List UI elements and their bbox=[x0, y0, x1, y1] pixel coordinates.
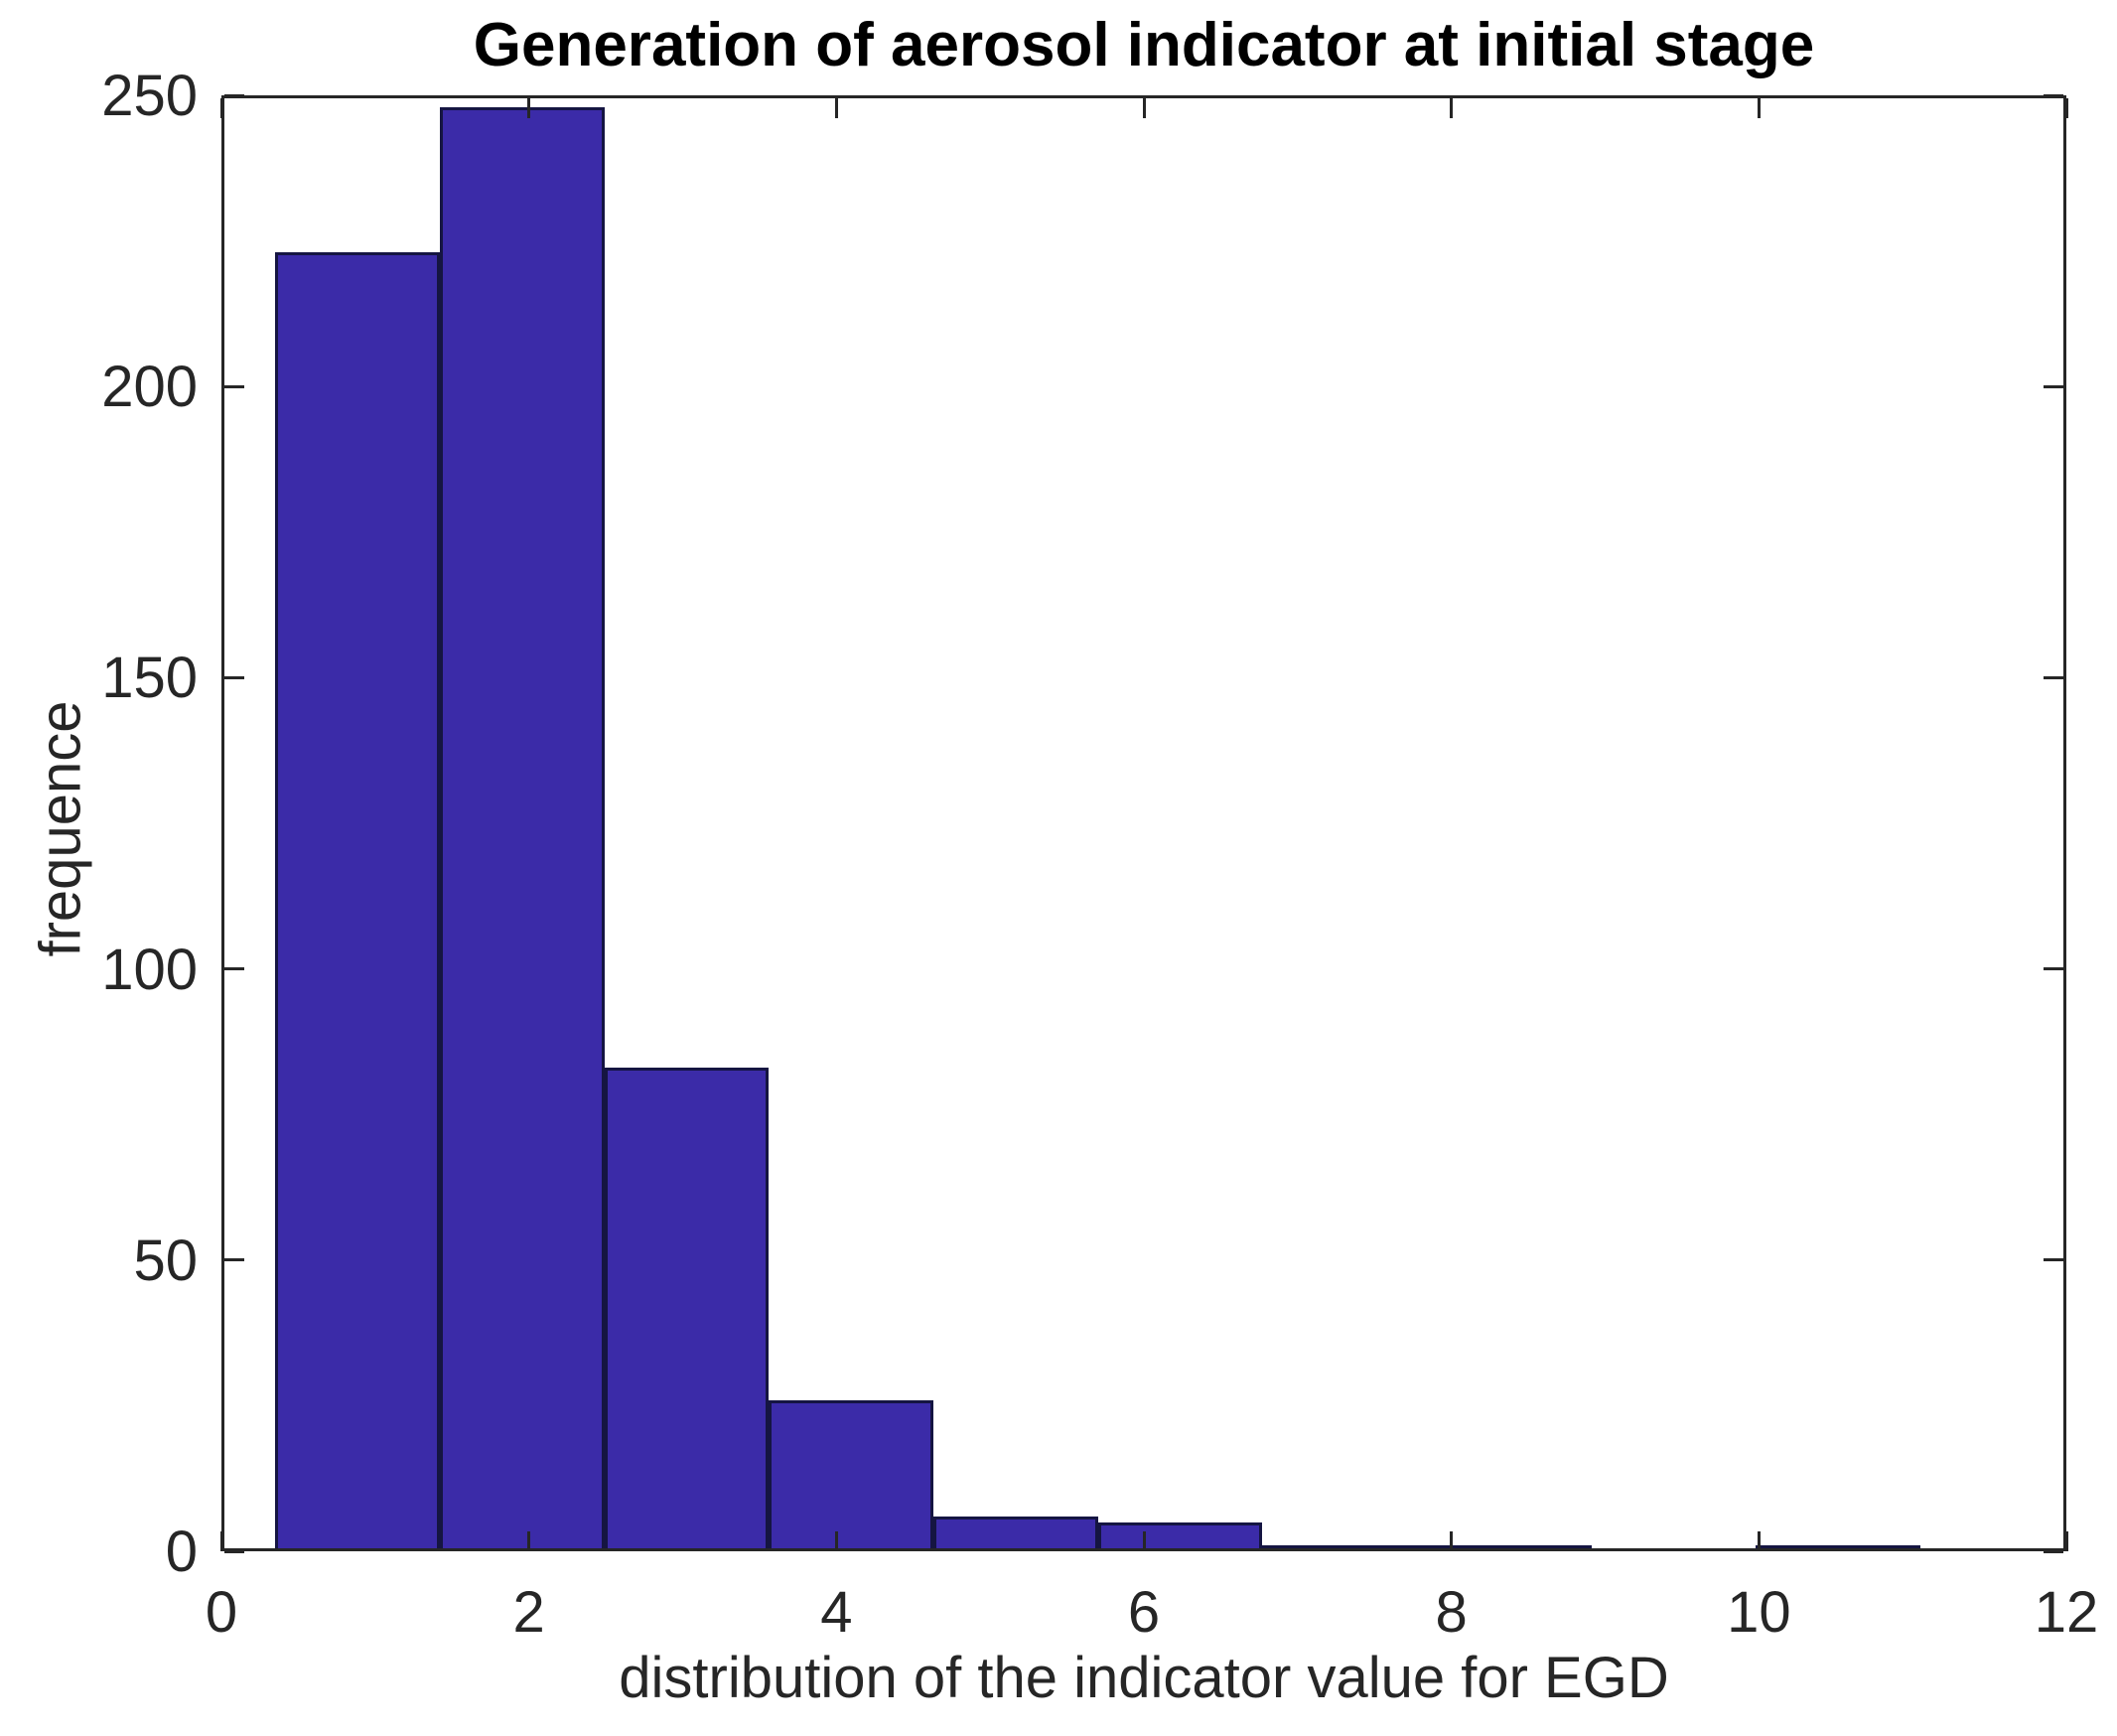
x-axis-label: distribution of the indicator value for … bbox=[619, 1646, 1669, 1710]
x-tick-label: 8 bbox=[1435, 1580, 1468, 1645]
chart-title: Generation of aerosol indicator at initi… bbox=[473, 11, 1815, 79]
y-axis-label: frequence bbox=[28, 700, 93, 957]
x-tick-label: 6 bbox=[1127, 1580, 1161, 1645]
x-tick-label: 12 bbox=[2034, 1580, 2099, 1645]
plot-area bbox=[221, 95, 2066, 1551]
x-tick-label: 4 bbox=[820, 1580, 853, 1645]
x-tick-label: 2 bbox=[512, 1580, 545, 1645]
x-tick-label: 10 bbox=[1727, 1580, 1791, 1645]
x-tick-label: 0 bbox=[205, 1580, 238, 1645]
